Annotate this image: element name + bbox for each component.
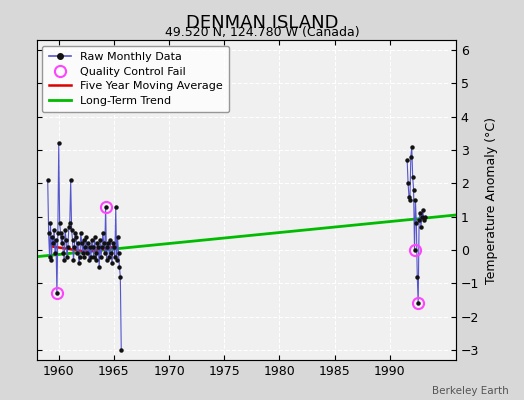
Text: 49.520 N, 124.780 W (Canada): 49.520 N, 124.780 W (Canada) xyxy=(165,26,359,39)
Y-axis label: Temperature Anomaly (°C): Temperature Anomaly (°C) xyxy=(485,116,498,284)
Text: DENMAN ISLAND: DENMAN ISLAND xyxy=(185,14,339,32)
Text: Berkeley Earth: Berkeley Earth xyxy=(432,386,508,396)
Legend: Raw Monthly Data, Quality Control Fail, Five Year Moving Average, Long-Term Tren: Raw Monthly Data, Quality Control Fail, … xyxy=(42,46,230,112)
